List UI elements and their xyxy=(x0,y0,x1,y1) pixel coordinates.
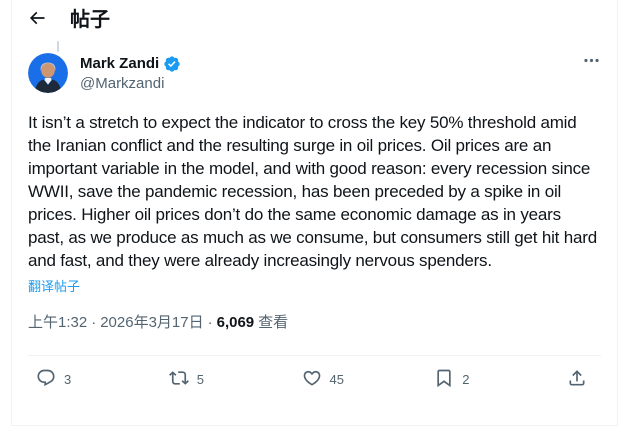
bookmark-button[interactable]: 2 xyxy=(434,368,567,391)
repost-button[interactable]: 5 xyxy=(168,368,302,391)
like-button[interactable]: 45 xyxy=(302,368,435,391)
author-row: Mark Zandi @Markzandi xyxy=(28,53,601,93)
avatar-portrait-icon xyxy=(28,53,68,93)
tweet-date: 2026年3月17日 xyxy=(100,314,204,331)
meta-separator: · xyxy=(91,314,97,331)
tweet-article: Mark Zandi @Markzandi It isn’t a stretch… xyxy=(12,53,617,403)
post-header: 帖子 xyxy=(12,0,617,40)
arrow-left-icon xyxy=(27,8,47,33)
views-label: 查看 xyxy=(258,314,289,331)
meta-separator: · xyxy=(207,314,213,331)
divider-above-actions xyxy=(28,355,601,356)
author-info: Mark Zandi @Markzandi xyxy=(80,53,181,93)
heart-icon xyxy=(302,368,322,391)
share-icon xyxy=(567,368,587,391)
author-handle[interactable]: @Markzandi xyxy=(80,75,165,92)
tweet-body-text: It isn’t a stretch to expect the indicat… xyxy=(28,113,602,270)
more-ellipsis-icon xyxy=(582,51,601,75)
more-button[interactable] xyxy=(581,53,601,73)
share-button[interactable] xyxy=(567,368,593,391)
reply-button[interactable]: 3 xyxy=(36,368,169,391)
back-button[interactable] xyxy=(27,10,47,30)
tweet-meta: 上午1:32 · 2026年3月17日 · 6,069 查看 xyxy=(28,313,601,333)
page-title: 帖子 xyxy=(70,9,110,31)
verified-badge-icon xyxy=(163,55,181,73)
tweet-action-bar: 3 5 45 2 xyxy=(28,356,601,403)
post-detail-column: 帖子 xyxy=(11,0,618,426)
author-name[interactable]: Mark Zandi xyxy=(80,55,160,72)
like-count: 45 xyxy=(329,371,344,387)
reply-icon xyxy=(36,368,56,391)
bookmark-count: 2 xyxy=(462,371,470,387)
reply-count: 3 xyxy=(64,371,72,387)
bookmark-icon xyxy=(434,368,454,391)
translate-post-link[interactable]: 翻译帖子 xyxy=(28,279,81,294)
repost-count: 5 xyxy=(196,371,204,387)
tweet-time: 上午1:32 xyxy=(28,314,88,331)
repost-icon xyxy=(168,368,189,391)
thread-connector xyxy=(57,41,59,52)
views-count: 6,069 xyxy=(216,314,255,331)
avatar[interactable] xyxy=(28,53,68,93)
